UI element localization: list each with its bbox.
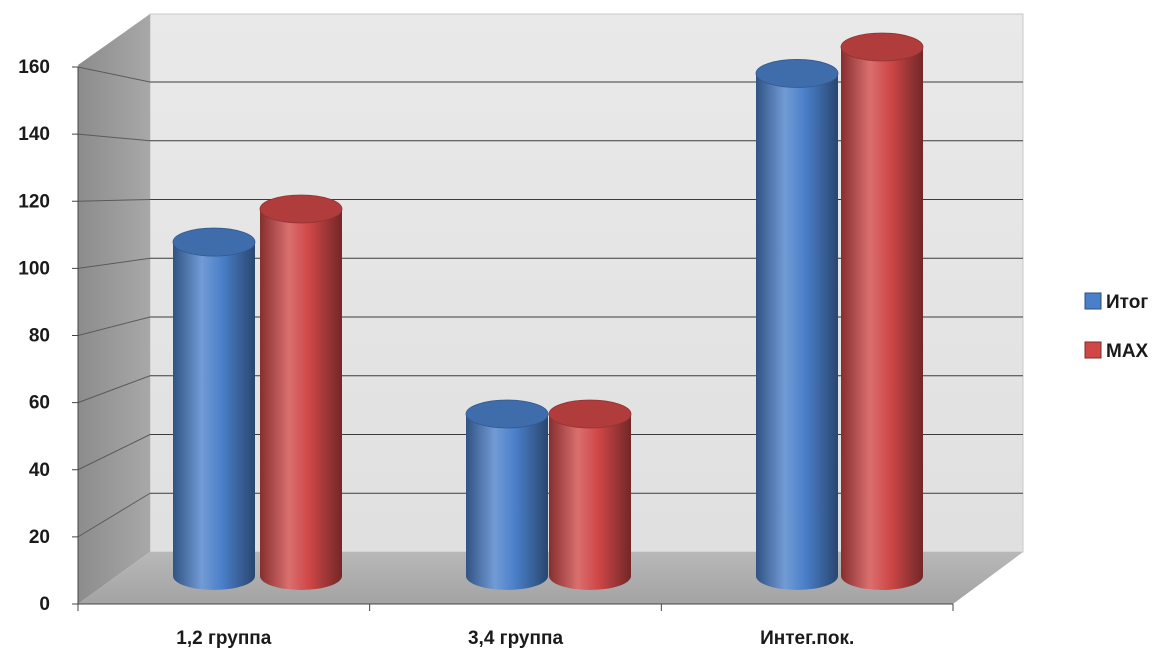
cylinder-top (755, 59, 839, 88)
legend: Итог MAX (1084, 292, 1149, 362)
side-wall (78, 14, 150, 604)
y-tick-label: 100 (18, 258, 50, 279)
category-label: 1,2 группа (176, 628, 271, 649)
cylinder-bar (172, 227, 256, 590)
cylinder-top (840, 32, 924, 62)
cylinder-body (756, 73, 838, 590)
cylinder-top (172, 227, 256, 257)
gridline-side (77, 257, 151, 269)
cylinder-bar (840, 32, 924, 590)
cylinder-body (466, 413, 548, 590)
legend-label: MAX (1106, 341, 1149, 362)
cylinder-body (173, 242, 255, 590)
cylinder-top (259, 194, 343, 224)
cylinder-bars (172, 32, 924, 590)
gridline-side (77, 434, 151, 471)
cylinder-top (465, 399, 549, 429)
y-tick-label: 160 (18, 57, 50, 78)
legend-swatch (1084, 341, 1102, 359)
gridline-side (77, 375, 151, 404)
y-tick-label: 60 (29, 393, 50, 414)
gridline-side (77, 316, 151, 336)
gridline-side (77, 199, 151, 202)
cylinder-body (549, 413, 631, 590)
y-tick-labels: 0 20 40 60 80 100 120 140 160 (18, 57, 50, 615)
legend-entry: Итог (1084, 292, 1148, 313)
cylinder-top (548, 399, 632, 429)
cylinder-bar (465, 399, 549, 590)
y-tick-label: 40 (29, 460, 50, 481)
legend-entry: MAX (1084, 341, 1149, 362)
legend-swatch (1084, 292, 1102, 310)
category-label: 3,4 группа (468, 628, 563, 649)
y-tick-label: 140 (18, 124, 50, 145)
axes (72, 66, 954, 611)
cylinder-bar (548, 399, 632, 590)
gridline-side (77, 133, 151, 142)
category-label: Интег.пок. (760, 628, 854, 649)
cylinder-bar (755, 59, 839, 590)
y-tick-label: 120 (18, 191, 50, 212)
y-tick-label: 80 (29, 326, 50, 347)
y-tick-label: 20 (29, 527, 50, 548)
cylinder-body (841, 47, 923, 590)
y-tick-label: 0 (39, 594, 50, 615)
cylinder-bar (259, 194, 343, 590)
legend-label: Итог (1106, 292, 1148, 313)
category-labels: 1,2 группа 3,4 группа Интег.пок. (176, 628, 854, 649)
cylinder-body (260, 209, 342, 590)
gridline-side (77, 492, 151, 538)
gridline-side (77, 66, 151, 83)
